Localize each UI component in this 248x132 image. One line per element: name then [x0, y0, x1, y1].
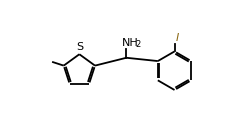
- Text: NH: NH: [122, 38, 139, 48]
- Text: S: S: [76, 42, 83, 52]
- Text: 2: 2: [135, 40, 141, 49]
- Text: I: I: [176, 33, 179, 43]
